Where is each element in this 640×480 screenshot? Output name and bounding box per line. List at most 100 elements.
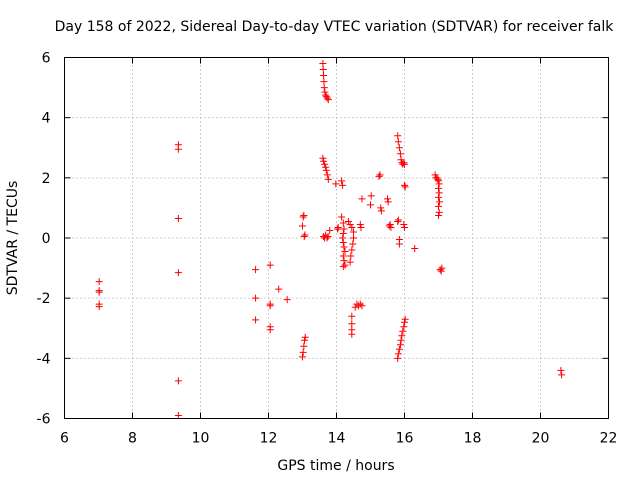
- data-point: [266, 302, 274, 310]
- data-point: [411, 245, 419, 253]
- data-point: [350, 234, 357, 242]
- data-point: [401, 181, 408, 189]
- data-point: [397, 336, 405, 344]
- data-point: [300, 232, 308, 240]
- data-point: [340, 257, 348, 265]
- y-tick-label: -6: [37, 412, 51, 428]
- data-point: [435, 189, 443, 197]
- data-point: [401, 160, 408, 168]
- data-point: [324, 232, 332, 240]
- data-point: [334, 223, 342, 231]
- data-point: [435, 184, 442, 192]
- data-point: [174, 411, 182, 419]
- data-point: [395, 144, 403, 152]
- data-point: [252, 316, 260, 324]
- data-point: [321, 88, 329, 96]
- y-tick-label: -4: [37, 351, 51, 367]
- data-point: [437, 267, 445, 275]
- data-point: [401, 183, 409, 191]
- data-point: [395, 345, 403, 353]
- y-tick-label: 2: [42, 171, 51, 187]
- data-point: [299, 222, 306, 230]
- data-point: [174, 145, 182, 153]
- data-point: [320, 157, 328, 165]
- data-point: [339, 263, 347, 271]
- data-point: [385, 222, 393, 230]
- x-tick-label: 12: [260, 431, 278, 447]
- y-tick-label: 6: [42, 51, 51, 67]
- data-point: [399, 327, 407, 335]
- data-point: [435, 193, 442, 201]
- data-point: [377, 207, 385, 215]
- data-point: [346, 220, 354, 228]
- data-point: [431, 171, 439, 179]
- data-point: [338, 213, 346, 221]
- data-point: [348, 330, 356, 338]
- y-tick-label: -2: [37, 291, 51, 307]
- data-point: [95, 278, 103, 286]
- data-point: [351, 303, 359, 311]
- data-point: [319, 60, 327, 68]
- data-point: [320, 72, 328, 80]
- data-point: [322, 163, 330, 171]
- data-point: [344, 217, 352, 225]
- data-point: [301, 231, 309, 239]
- x-tick-label: 8: [128, 431, 137, 447]
- data-point: [346, 258, 354, 266]
- data-point: [367, 201, 374, 209]
- data-point: [323, 171, 331, 179]
- data-point: [300, 211, 308, 219]
- data-point: [301, 333, 309, 341]
- data-point: [435, 177, 442, 185]
- data-point: [266, 261, 274, 269]
- data-point: [396, 341, 404, 349]
- data-point: [387, 223, 395, 231]
- data-point: [375, 172, 383, 180]
- data-point: [322, 166, 330, 174]
- data-point: [356, 300, 364, 308]
- data-point: [299, 348, 307, 356]
- data-point: [348, 312, 356, 320]
- data-point: [384, 198, 392, 206]
- tick-labels: 6 8 10 12 14 16 18 20 22 -6 -4 -2 0 2 4 6: [37, 51, 618, 447]
- data-point: [350, 228, 357, 236]
- data-point: [386, 220, 394, 228]
- data-point: [356, 220, 364, 228]
- data-point: [435, 208, 443, 216]
- data-point: [435, 211, 442, 219]
- data-point: [332, 180, 340, 188]
- data-point: [435, 202, 442, 210]
- data-point: [394, 132, 402, 140]
- data-point: [299, 213, 307, 221]
- x-tick-label: 14: [328, 431, 346, 447]
- data-point: [401, 315, 409, 323]
- data-point: [394, 350, 402, 358]
- data-point: [320, 84, 328, 92]
- data-point: [394, 216, 402, 224]
- data-point: [398, 332, 406, 340]
- data-point: [334, 225, 342, 233]
- data-point: [435, 180, 443, 188]
- data-point: [357, 223, 365, 231]
- data-point: [339, 219, 347, 227]
- data-point: [557, 366, 565, 374]
- data-point: [394, 138, 402, 146]
- data-point: [394, 217, 402, 225]
- data-point: [324, 96, 332, 104]
- data-point: [299, 353, 306, 361]
- data-point: [347, 252, 355, 260]
- data-point: [319, 154, 327, 162]
- data-point: [339, 252, 347, 260]
- data-point: [340, 243, 348, 251]
- y-axis-label: SDTVAR / TECUs: [5, 181, 21, 296]
- data-point: [400, 159, 408, 167]
- data-point: [252, 294, 260, 302]
- data-point: [434, 175, 442, 183]
- data-point: [339, 234, 347, 242]
- data-point: [401, 318, 408, 326]
- data-point: [326, 226, 334, 234]
- data-point: [323, 234, 331, 242]
- y-tick-label: 0: [42, 231, 51, 247]
- x-tick-label: 10: [192, 431, 210, 447]
- data-point: [348, 320, 356, 328]
